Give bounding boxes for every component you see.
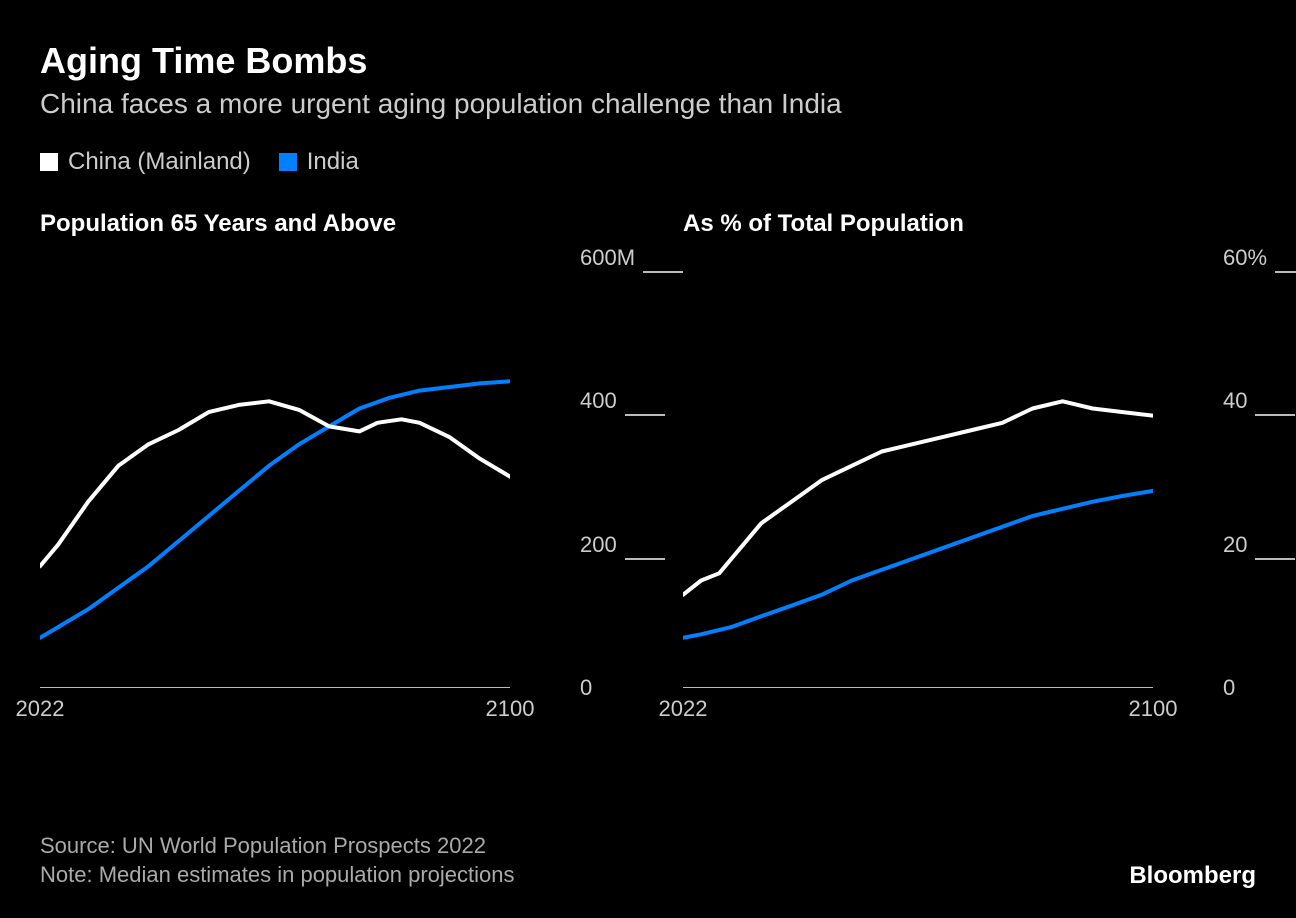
- chart-title: Aging Time Bombs: [40, 40, 1256, 82]
- x-tick-label: 2022: [16, 696, 65, 722]
- y-tick-mark: [1255, 414, 1295, 416]
- series-line: [683, 401, 1153, 595]
- source-text: Source: UN World Population Prospects 20…: [40, 831, 1256, 861]
- y-tick-label: 40: [1223, 388, 1247, 414]
- y-tick-label: 0: [580, 675, 592, 701]
- y-tick-mark: [1255, 558, 1295, 560]
- note-text: Note: Median estimates in population pro…: [40, 860, 1256, 890]
- panel-right-title: As % of Total Population: [683, 210, 1256, 238]
- brand-label: Bloomberg: [1129, 862, 1256, 890]
- legend: China (Mainland) India: [40, 148, 1256, 176]
- y-tick-label: 600M: [580, 245, 635, 271]
- panel-left: Population 65 Years and Above 0200400600…: [40, 210, 613, 736]
- legend-label-china: China (Mainland): [68, 148, 251, 176]
- y-tick-mark: [625, 414, 665, 416]
- y-tick-label: 200: [580, 532, 617, 558]
- panels: Population 65 Years and Above 0200400600…: [40, 210, 1256, 736]
- x-ticks: 20222100: [683, 696, 1153, 736]
- chart-svg: [683, 258, 1153, 688]
- y-tick-label: 0: [1223, 675, 1235, 701]
- panel-right: As % of Total Population 0204060% 202221…: [683, 210, 1256, 736]
- panel-left-title: Population 65 Years and Above: [40, 210, 613, 238]
- legend-label-india: India: [307, 148, 359, 176]
- series-line: [40, 381, 510, 638]
- chart-right: 0204060% 20222100: [683, 258, 1153, 736]
- chart-left: 0200400600M 20222100: [40, 258, 510, 736]
- y-tick-mark: [625, 558, 665, 560]
- chart-subtitle: China faces a more urgent aging populati…: [40, 88, 1256, 120]
- x-tick-label: 2100: [486, 696, 535, 722]
- series-line: [40, 401, 510, 566]
- footer: Source: UN World Population Prospects 20…: [40, 831, 1256, 890]
- x-ticks: 20222100: [40, 696, 510, 736]
- y-tick-label: 60%: [1223, 245, 1267, 271]
- x-tick-label: 2100: [1129, 696, 1178, 722]
- y-tick-label: 400: [580, 388, 617, 414]
- y-tick-mark: [643, 271, 683, 273]
- swatch-china: [40, 153, 58, 171]
- legend-item-india: India: [279, 148, 359, 176]
- y-tick-mark: [1275, 271, 1296, 273]
- legend-item-china: China (Mainland): [40, 148, 251, 176]
- series-line: [683, 491, 1153, 638]
- y-tick-label: 20: [1223, 532, 1247, 558]
- x-tick-label: 2022: [659, 696, 708, 722]
- swatch-india: [279, 153, 297, 171]
- chart-svg: [40, 258, 510, 688]
